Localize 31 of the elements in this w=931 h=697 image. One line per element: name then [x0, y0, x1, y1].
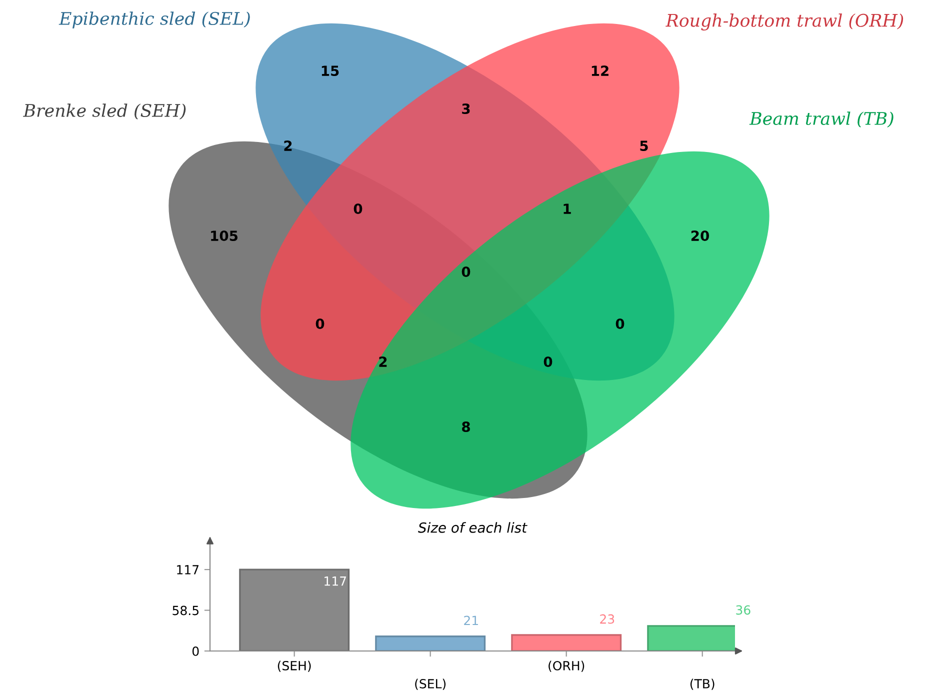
text: 1 — [564, 204, 571, 214]
text: 0 — [544, 356, 552, 368]
x-tick-label: (TB) — [690, 678, 714, 690]
text: 20 — [691, 230, 709, 242]
text: 12 — [592, 66, 608, 76]
text: 15 — [322, 66, 339, 76]
category-label: Epibenthic sled (SEL) — [58, 12, 250, 28]
chart-title: Size of each list — [418, 522, 528, 533]
text: 0 — [616, 318, 624, 330]
category-label: Rough-bottom trawl (ORH) — [666, 13, 904, 31]
data-label: 21 — [464, 616, 478, 625]
category-label: Brenke sled (SEH) — [23, 104, 186, 120]
text: 105 — [211, 230, 238, 242]
data-label: 36 — [736, 605, 750, 615]
data-label: 117 — [324, 576, 346, 586]
x-tick-label: (SEL) — [415, 678, 446, 690]
text: 0 — [316, 318, 324, 330]
text: 5 — [640, 140, 648, 152]
text: 0 — [462, 266, 470, 278]
text: 2 — [284, 140, 292, 151]
category-label: Beam trawl (TB) — [749, 112, 894, 128]
text: 3 — [462, 104, 470, 114]
text: 0 — [354, 204, 362, 214]
y-tick-label: 58.5 — [172, 606, 198, 616]
y-tick-label: 0 — [192, 646, 199, 656]
data-label: 23 — [600, 614, 614, 624]
x-tick-label: (ORH) — [548, 660, 584, 672]
text: 8 — [462, 422, 470, 432]
x-tick-label: (SEH) — [278, 660, 311, 672]
text: 2 — [379, 356, 387, 367]
y-tick-label: 117 — [177, 565, 199, 574]
